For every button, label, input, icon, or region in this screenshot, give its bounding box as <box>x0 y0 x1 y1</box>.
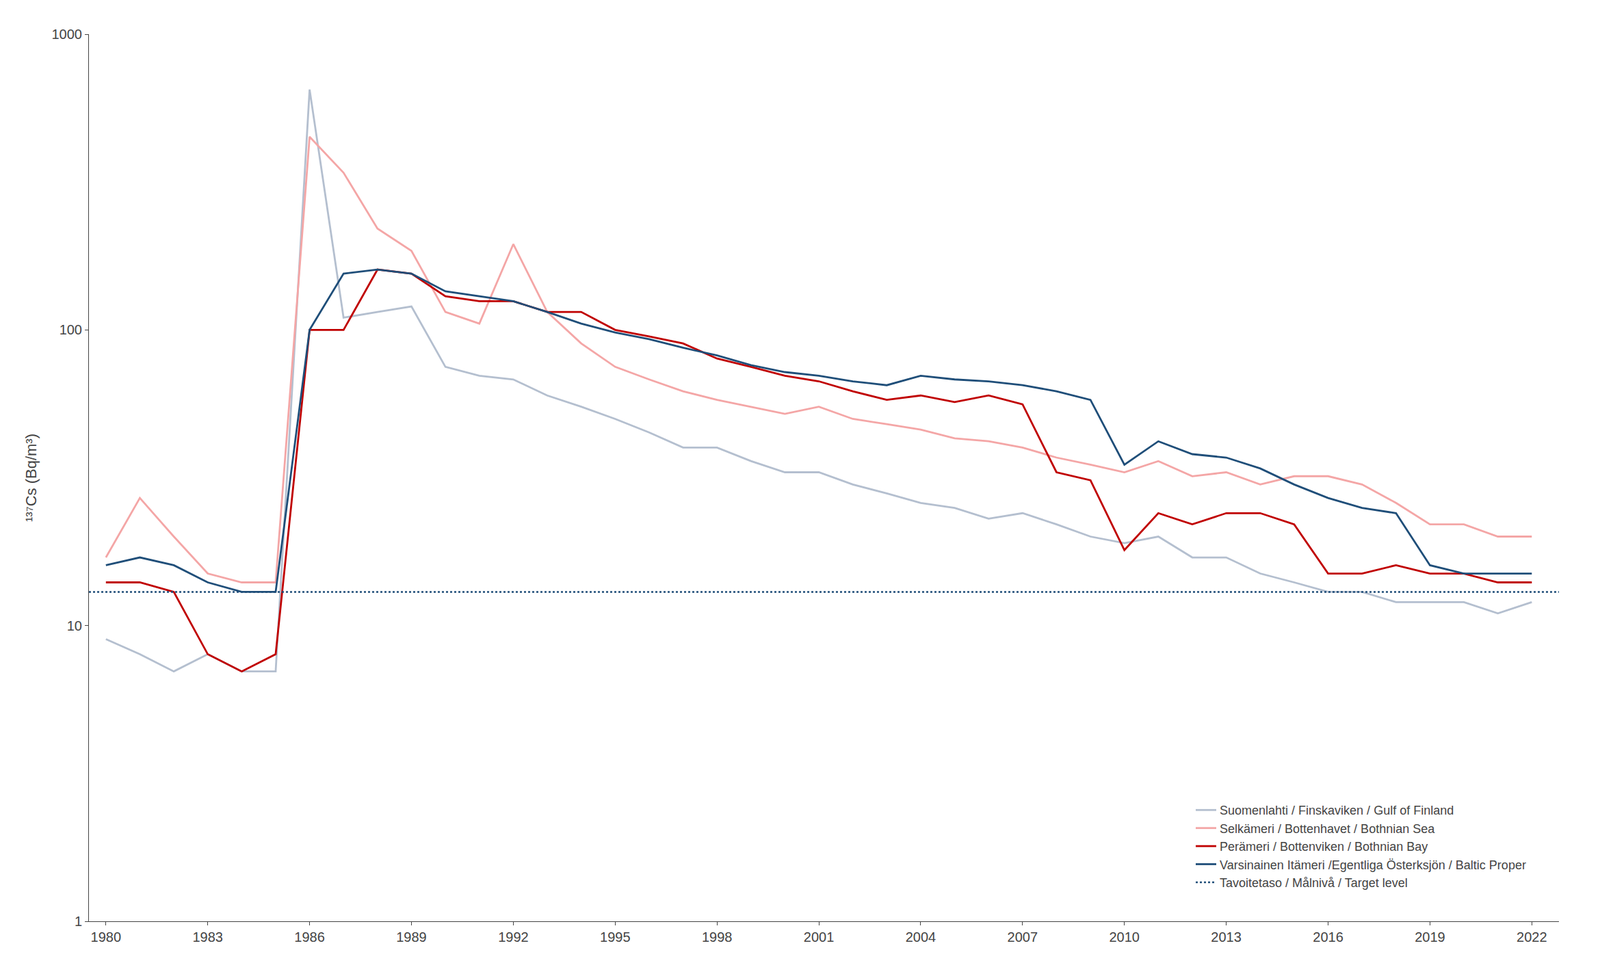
svg-text:2013: 2013 <box>1210 929 1242 945</box>
svg-text:1992: 1992 <box>497 929 529 945</box>
svg-text:Perämeri / Bottenviken / Bothn: Perämeri / Bottenviken / Bothnian Bay <box>1219 840 1428 854</box>
svg-text:1995: 1995 <box>599 929 631 945</box>
svg-text:2007: 2007 <box>1007 929 1039 945</box>
svg-text:1983: 1983 <box>192 929 224 945</box>
svg-text:Selkämeri / Bottenhavet / Both: Selkämeri / Bottenhavet / Bothnian Sea <box>1219 822 1436 836</box>
svg-text:Varsinainen Itämeri /Egentliga: Varsinainen Itämeri /Egentliga Österksjö… <box>1219 858 1527 873</box>
svg-text:Tavoitetaso / Målnivå / Target: Tavoitetaso / Målnivå / Target level <box>1219 876 1408 890</box>
svg-text:2001: 2001 <box>803 929 835 945</box>
svg-text:100: 100 <box>59 322 83 338</box>
svg-text:1: 1 <box>74 913 83 929</box>
svg-text:10: 10 <box>67 618 83 634</box>
svg-text:2004: 2004 <box>905 929 937 945</box>
svg-text:1000: 1000 <box>51 26 83 42</box>
svg-text:1980: 1980 <box>90 929 122 945</box>
svg-text:2010: 2010 <box>1108 929 1140 945</box>
svg-text:Suomenlahti / Finskaviken / Gu: Suomenlahti / Finskaviken / Gulf of Finl… <box>1219 803 1454 818</box>
svg-text:¹³⁷Cs (Bq/m³): ¹³⁷Cs (Bq/m³) <box>22 433 40 522</box>
svg-text:2022: 2022 <box>1516 929 1548 945</box>
svg-text:2016: 2016 <box>1312 929 1344 945</box>
svg-text:1998: 1998 <box>701 929 733 945</box>
svg-text:1986: 1986 <box>294 929 325 945</box>
svg-text:2019: 2019 <box>1414 929 1446 945</box>
svg-text:1989: 1989 <box>396 929 427 945</box>
